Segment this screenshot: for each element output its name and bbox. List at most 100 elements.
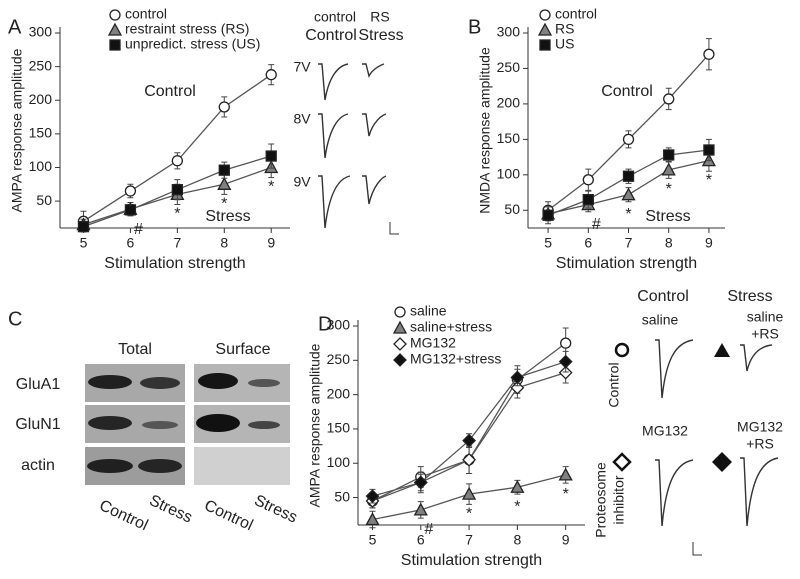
annotation: * — [563, 486, 569, 503]
marker — [365, 489, 380, 504]
trace-title: Stress — [358, 27, 403, 44]
column-label: Surface — [215, 341, 270, 358]
row-label: actin — [21, 457, 55, 474]
marker — [560, 337, 572, 349]
voltage-label: 8V — [293, 111, 311, 127]
x-tick-label: 7 — [465, 532, 473, 548]
lane-label: Stress — [147, 492, 195, 527]
x-tick-label: 8 — [513, 532, 521, 548]
marker — [265, 69, 277, 81]
y-tick-label: 100 — [327, 454, 351, 470]
trace — [362, 113, 387, 137]
y-tick-label: 250 — [497, 59, 521, 75]
annotation: # — [424, 521, 433, 538]
legend-label: MG132+stress — [410, 351, 501, 367]
marker — [461, 486, 477, 500]
marker — [663, 149, 675, 161]
marker — [622, 133, 635, 146]
trace — [362, 63, 385, 78]
y-tick-label: 250 — [29, 57, 53, 73]
lane-label: Control — [97, 497, 151, 534]
marker — [703, 144, 715, 156]
trace — [318, 63, 349, 101]
lane-label: Stress — [252, 492, 300, 527]
marker — [107, 22, 123, 36]
marker — [413, 475, 428, 490]
series-label: Stress — [205, 208, 250, 225]
y-tick-label: 150 — [29, 125, 53, 141]
legend-label: US — [555, 36, 574, 52]
trace-label: saline — [747, 309, 784, 325]
y-tick-label: 100 — [29, 158, 53, 174]
band — [248, 421, 280, 429]
marker — [394, 306, 406, 318]
marker — [413, 502, 428, 516]
trace-label: +RS — [751, 326, 779, 342]
row-label: GluN1 — [15, 416, 60, 433]
y-tick-label: 300 — [29, 24, 53, 40]
marker — [558, 467, 573, 481]
y-axis-title: AMPA response amplitude — [307, 343, 323, 507]
y-tick-label: 50 — [334, 488, 350, 504]
marker — [365, 512, 380, 526]
trace-header: RS — [370, 9, 389, 25]
y-tick-label: 150 — [497, 130, 521, 146]
marker — [703, 48, 715, 60]
legend-label: control — [555, 6, 597, 22]
annotation: * — [466, 505, 472, 522]
marker — [218, 101, 230, 113]
trace-title: Control — [637, 288, 689, 305]
y-tick-label: 300 — [327, 317, 351, 333]
x-tick-label: 6 — [127, 235, 135, 251]
marker — [542, 209, 554, 221]
band — [88, 416, 132, 430]
y-tick-label: 200 — [29, 91, 53, 107]
trace-title: Stress — [727, 288, 772, 305]
blot — [194, 447, 290, 485]
marker — [462, 433, 477, 448]
y-tick-label: 150 — [327, 420, 351, 436]
marker — [124, 185, 137, 197]
trace-label: MG132 — [642, 423, 688, 439]
scale-bar — [389, 222, 399, 235]
marker — [582, 193, 594, 206]
legend-label: MG132 — [410, 335, 456, 351]
legend-label: saline+stress — [410, 319, 492, 335]
marker — [663, 93, 675, 105]
symbol — [612, 452, 632, 472]
marker — [462, 452, 477, 467]
trace — [362, 175, 387, 205]
traces-a: control RS Control Stress 7V 8V 9V — [293, 9, 404, 235]
trace-title: Control — [305, 27, 357, 44]
marker — [582, 174, 594, 186]
marker — [393, 337, 407, 351]
series-line — [372, 342, 567, 502]
marker — [539, 39, 551, 51]
marker — [510, 370, 525, 385]
marker — [218, 164, 230, 176]
trace — [655, 339, 694, 399]
marker — [109, 39, 121, 51]
x-axis-title: Stimulation strength — [556, 255, 697, 272]
x-tick-label: 7 — [173, 235, 181, 251]
row-label: Proteosome — [593, 462, 609, 538]
panel-letter: A — [8, 16, 22, 38]
y-tick-label: 100 — [497, 166, 521, 182]
marker — [171, 155, 183, 167]
panel-letter: D — [318, 313, 332, 335]
trace-header: control — [314, 9, 356, 25]
x-tick-label: 5 — [369, 532, 377, 548]
x-tick-label: 8 — [665, 235, 673, 251]
annotation: * — [706, 172, 712, 189]
y-tick-label: 50 — [36, 192, 52, 208]
x-tick-label: 9 — [705, 235, 713, 251]
legend-label: restraint stress (RS) — [125, 21, 249, 37]
marker — [622, 170, 635, 182]
marker — [392, 320, 408, 334]
legend-label: unpredict. stress (US) — [125, 36, 260, 52]
trace — [740, 344, 773, 372]
trace — [318, 113, 349, 159]
x-tick-label: 6 — [417, 532, 425, 548]
band — [140, 377, 180, 389]
